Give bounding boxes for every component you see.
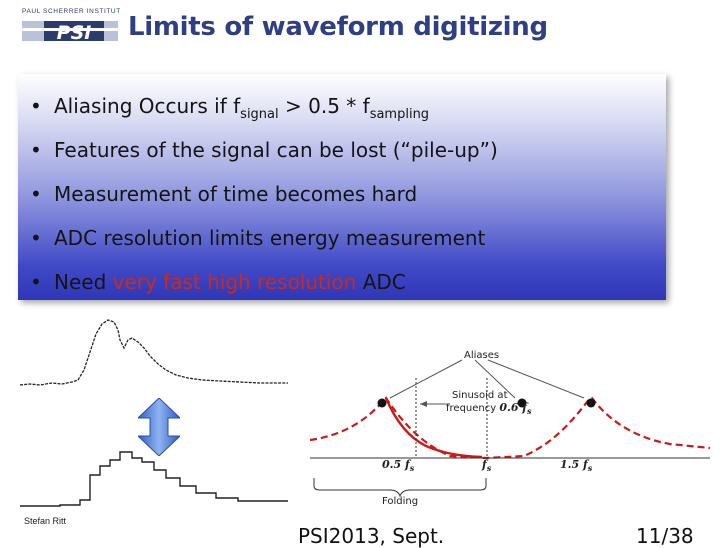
bullet-marker: •	[30, 182, 42, 206]
bullet-item: • ADC resolution limits energy measuremen…	[30, 226, 498, 270]
pileup-waveform-figure	[20, 319, 288, 507]
dashed-alias-curve	[310, 396, 711, 460]
bullet-text: Measurement of time becomes hard	[54, 182, 418, 206]
sinusoid-label-line2: frequency 0.6 fs	[446, 401, 532, 416]
bullet-text: signal	[240, 107, 279, 122]
sinusoid-label-line1: Sinusoid at	[452, 390, 508, 401]
bullet-marker: •	[30, 270, 42, 294]
double-arrow-icon	[138, 398, 180, 456]
digitized-waveform	[20, 451, 288, 507]
psi-logo: PAUL SCHERRER INSTITUT PSI	[22, 8, 121, 46]
bullet-text: sampling	[369, 107, 430, 122]
bullet-marker: •	[30, 138, 42, 162]
bullet-text: ADC	[356, 270, 406, 294]
aliasing-diagram: Aliases Sinusoid at frequency 0.6 fs 0.5…	[310, 350, 711, 507]
aliases-label: Aliases	[464, 350, 499, 361]
logo-institute-text: PAUL SCHERRER INSTITUT	[22, 8, 121, 15]
bullet-text: ADC resolution limits energy measurement	[54, 226, 486, 250]
bullet-text: > 0.5 * f	[278, 94, 370, 118]
footer-page-number: 11/38	[636, 524, 694, 548]
bullet-text: very fast high resolution	[112, 270, 357, 294]
bullet-text: Features of the signal can be lost (“pil…	[54, 138, 498, 162]
bullet-marker: •	[30, 94, 42, 118]
bullet-panel: • Aliasing Occurs if fsignal > 0.5 * fsam…	[18, 74, 666, 300]
footer-author: Stefan Ritt	[24, 516, 67, 526]
logo-mark-text: PSI	[57, 22, 92, 44]
analog-pileup-waveform	[20, 319, 288, 386]
signal-point	[517, 398, 527, 408]
bullet-marker: •	[30, 226, 42, 250]
axis-label-fs: fs	[481, 458, 492, 473]
alias-point-right	[586, 398, 596, 408]
bullet-item: • Aliasing Occurs if fsignal > 0.5 * fsam…	[30, 94, 498, 138]
solid-signal-curve	[384, 397, 483, 459]
slide-title: Limits of waveform digitizing	[128, 12, 548, 42]
bullet-item: • Measurement of time becomes hard	[30, 182, 498, 226]
bullet-item: • Features of the signal can be lost (“pi…	[30, 138, 498, 182]
alias-point-left	[377, 398, 387, 408]
bullet-item: • Need very fast high resolution ADC	[30, 270, 498, 314]
axis-label-half-fs: 0.5 fs	[382, 458, 415, 473]
footer-event: PSI2013, Sept.	[298, 524, 445, 548]
axis-label-1-5-fs: 1.5 fs	[560, 458, 593, 473]
folding-label: Folding	[382, 496, 418, 507]
psi-logo-mark: PSI	[22, 21, 118, 44]
bullet-text: Aliasing Occurs if f	[54, 94, 241, 118]
bullet-text: Need	[54, 270, 113, 294]
folding-brace	[313, 478, 487, 498]
bullet-list: • Aliasing Occurs if fsignal > 0.5 * fsam…	[30, 94, 498, 314]
